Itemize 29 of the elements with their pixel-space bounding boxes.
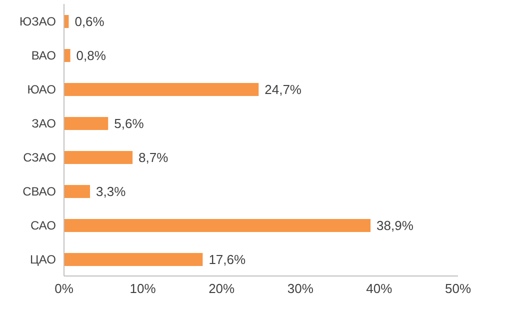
y-tick-label: ЦАО xyxy=(30,252,56,266)
data-label: 8,7% xyxy=(138,150,169,165)
y-tick-label: ЗАО xyxy=(32,116,56,130)
y-tick-label: ВАО xyxy=(31,48,56,62)
bar xyxy=(64,219,371,232)
bar xyxy=(64,151,133,164)
data-label: 38,9% xyxy=(376,218,414,233)
data-label: 3,3% xyxy=(96,184,126,199)
bar xyxy=(64,49,70,62)
data-label: 24,7% xyxy=(264,82,302,97)
bar xyxy=(64,83,259,96)
x-tick-label: 20% xyxy=(208,281,236,296)
data-label: 5,6% xyxy=(114,116,144,131)
x-tick-label: 30% xyxy=(287,281,314,296)
x-tick-label: 0% xyxy=(54,281,74,296)
bar xyxy=(64,185,90,198)
x-tick-label: 50% xyxy=(444,281,472,296)
bar xyxy=(64,117,108,130)
y-tick-label: САО xyxy=(30,218,56,232)
x-tick-label: 40% xyxy=(366,281,393,296)
y-tick-label: СВАО xyxy=(22,184,56,198)
y-tick-label: ЮЗАО xyxy=(20,14,56,28)
data-label: 0,8% xyxy=(76,48,106,63)
y-tick-label: СЗАО xyxy=(23,150,56,164)
data-label: 0,6% xyxy=(74,14,105,29)
bar xyxy=(64,253,203,266)
y-tick-label: ЮАО xyxy=(27,82,56,96)
x-tick-label: 10% xyxy=(130,281,156,296)
data-label: 17,6% xyxy=(208,252,246,267)
